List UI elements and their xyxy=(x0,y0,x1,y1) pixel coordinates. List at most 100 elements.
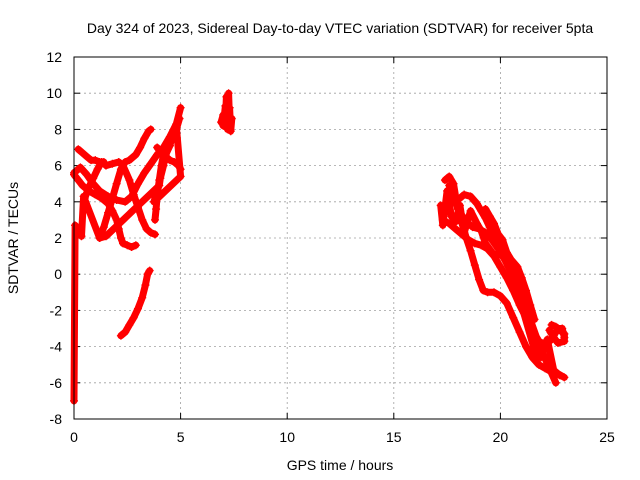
data-point-marker xyxy=(530,346,539,355)
data-point-marker xyxy=(513,262,522,271)
data-point-marker xyxy=(176,103,185,112)
data-point-marker xyxy=(440,176,449,185)
data-point-marker xyxy=(79,192,88,201)
data-point-marker xyxy=(136,143,145,152)
y-tick-label: -4 xyxy=(50,339,63,355)
data-point-marker xyxy=(140,134,149,143)
data-point-marker xyxy=(560,329,569,338)
data-point-marker xyxy=(156,174,165,183)
data-point-marker xyxy=(121,328,130,337)
data-point-marker xyxy=(443,186,452,195)
data-point-marker xyxy=(116,234,125,242)
x-tick-label: 0 xyxy=(70,429,78,445)
data-point-marker xyxy=(451,224,460,233)
y-tick-label: -2 xyxy=(50,302,63,318)
data-point-marker xyxy=(436,201,445,210)
data-point-marker xyxy=(125,176,134,185)
data-point-marker xyxy=(553,338,562,347)
data-point-marker xyxy=(119,239,128,248)
data-point-marker xyxy=(460,228,469,237)
data-point-marker xyxy=(470,239,479,248)
y-tick-label: 4 xyxy=(54,194,62,210)
x-axis-label: GPS time / hours xyxy=(287,457,394,473)
data-point-marker xyxy=(145,266,154,275)
data-point-marker xyxy=(492,253,501,262)
data-point-marker xyxy=(451,217,460,226)
y-tick-label: 6 xyxy=(54,158,62,174)
data-point-marker xyxy=(142,224,151,233)
data-point-marker xyxy=(127,243,136,252)
data-point-marker xyxy=(165,141,174,150)
data-point-marker xyxy=(151,215,160,224)
data-point-marker xyxy=(487,235,496,244)
data-point-marker xyxy=(227,114,236,123)
y-tick-label: 0 xyxy=(54,266,62,282)
y-tick-label: 10 xyxy=(46,85,62,101)
data-point-marker xyxy=(547,320,556,329)
data-point-marker xyxy=(490,288,499,297)
data-point-marker xyxy=(116,331,125,340)
data-point-marker xyxy=(104,208,113,217)
data-point-marker xyxy=(515,328,524,337)
data-point-marker xyxy=(472,219,481,228)
data-point-marker xyxy=(464,214,473,223)
data-point-marker xyxy=(168,132,177,141)
x-tick-label: 10 xyxy=(279,429,295,445)
data-point-marker xyxy=(504,257,513,266)
data-point-marker xyxy=(149,197,158,206)
x-tick-label: 20 xyxy=(493,429,509,445)
data-point-marker xyxy=(490,219,499,228)
data-point-marker xyxy=(479,286,488,295)
data-point-marker xyxy=(466,192,475,201)
data-point-marker xyxy=(175,114,184,123)
data-point-marker xyxy=(138,215,147,224)
data-point-marker xyxy=(76,163,85,172)
data-point-marker xyxy=(89,174,98,183)
data-point-marker xyxy=(172,121,181,130)
data-point-marker xyxy=(123,241,132,250)
x-tick-label: 25 xyxy=(599,429,615,445)
data-point-marker xyxy=(498,239,507,248)
data-point-marker xyxy=(445,172,454,181)
data-point-marker xyxy=(447,212,456,221)
data-point-marker xyxy=(133,304,142,313)
data-point-marker xyxy=(549,333,558,342)
data-point-marker xyxy=(477,226,486,235)
data-point-marker xyxy=(125,320,134,329)
data-point-marker xyxy=(114,157,123,166)
data-point-marker xyxy=(125,156,134,165)
data-point-marker xyxy=(224,89,233,98)
data-point-marker xyxy=(549,366,558,375)
data-point-marker xyxy=(496,291,505,300)
data-point-marker xyxy=(138,293,147,302)
grid-layer xyxy=(74,57,607,419)
data-point-marker xyxy=(219,110,228,119)
data-point-marker xyxy=(528,353,537,362)
data-point-marker xyxy=(146,159,155,168)
data-point-marker xyxy=(502,273,511,282)
data-point-marker xyxy=(455,201,464,210)
data-point-marker xyxy=(521,342,530,351)
data-point-marker xyxy=(146,228,155,237)
data-point-marker xyxy=(534,360,543,369)
data-point-marker xyxy=(502,299,511,308)
chart-title: Day 324 of 2023, Sidereal Day-to-day VTE… xyxy=(87,20,594,36)
data-point-marker xyxy=(526,300,535,309)
data-point-marker xyxy=(551,378,560,387)
series-band-scatter-late xyxy=(437,187,564,380)
data-point-marker xyxy=(494,230,503,239)
data-point-marker xyxy=(176,172,185,181)
data-point-marker xyxy=(152,205,161,214)
data-point-marker xyxy=(91,190,100,199)
plot-frame xyxy=(73,56,608,420)
data-point-marker xyxy=(481,205,490,214)
data-point-marker xyxy=(152,190,161,199)
data-point-marker xyxy=(517,273,526,282)
y-tick-label: 12 xyxy=(46,49,62,65)
data-point-marker xyxy=(556,371,565,380)
data-point-marker xyxy=(155,181,164,190)
data-point-marker xyxy=(470,261,479,270)
points-layer xyxy=(70,89,569,405)
data-point-marker xyxy=(97,194,106,203)
data-point-marker xyxy=(445,219,454,228)
